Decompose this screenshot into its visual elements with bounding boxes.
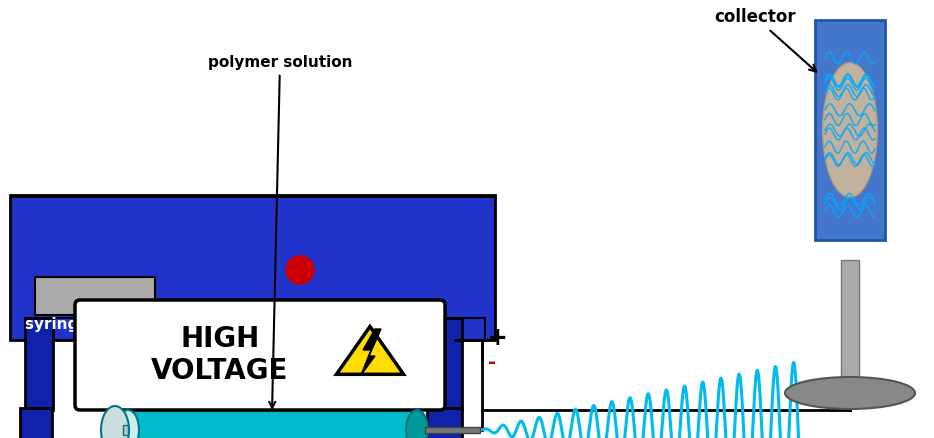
Ellipse shape: [823, 63, 878, 198]
Text: -: -: [488, 353, 496, 371]
Bar: [50, 318, 485, 340]
Text: +: +: [488, 326, 508, 350]
Bar: [815, 20, 885, 240]
Bar: [430, 318, 462, 410]
Polygon shape: [336, 326, 403, 374]
Bar: [10, 195, 495, 340]
FancyBboxPatch shape: [75, 300, 445, 410]
Bar: [427, 408, 462, 438]
Bar: [25, 318, 53, 410]
Bar: [425, 427, 480, 433]
Text: HIGH
VOLTAGE: HIGH VOLTAGE: [151, 325, 289, 385]
Bar: [35, 277, 155, 315]
Bar: [123, 425, 128, 435]
Bar: [841, 260, 859, 385]
Ellipse shape: [101, 406, 129, 438]
Ellipse shape: [785, 377, 915, 409]
Ellipse shape: [117, 410, 139, 438]
Text: syringe pump: syringe pump: [25, 317, 142, 332]
Text: collector: collector: [715, 8, 816, 71]
Polygon shape: [361, 329, 381, 375]
Text: polymer solution: polymer solution: [207, 55, 352, 408]
Bar: [130, 411, 415, 438]
Circle shape: [286, 256, 314, 284]
Ellipse shape: [406, 410, 428, 438]
Bar: [20, 408, 52, 438]
Bar: [10, 195, 495, 198]
